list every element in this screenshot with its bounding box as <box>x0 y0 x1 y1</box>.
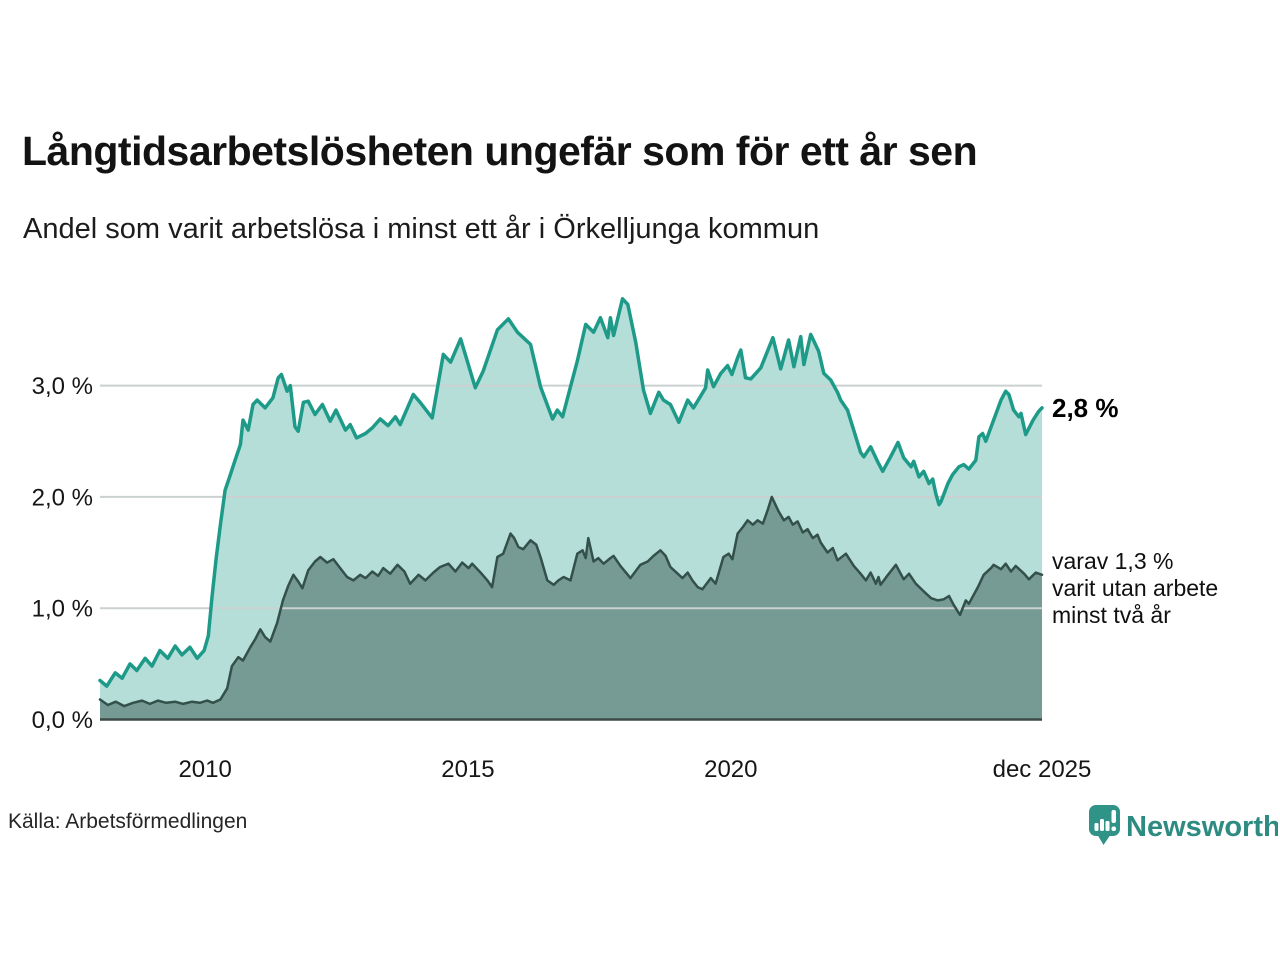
lower-series-line <box>98 495 1044 708</box>
upper-series-line <box>98 297 1044 688</box>
x-tick-label: 2010 <box>178 756 231 783</box>
series-annotation-line: varav 1,3 % <box>1052 548 1173 574</box>
source-note: Källa: Arbetsförmedlingen <box>8 810 248 833</box>
chart-subtitle: Andel som varit arbetslösa i minst ett å… <box>23 213 820 245</box>
x-tick-label: 2020 <box>704 756 757 783</box>
series-annotation-line: minst två år <box>1052 602 1171 628</box>
series-annotation-line: varit utan arbete <box>1052 575 1218 601</box>
y-tick-label: 3,0 % <box>32 373 93 400</box>
newsworthy-logo-svg: Newsworthy <box>1089 805 1280 845</box>
chart-fills <box>100 298 1042 720</box>
y-tick-label: 2,0 % <box>32 484 93 511</box>
x-tick-label: 2015 <box>441 756 494 783</box>
y-tick-label: 1,0 % <box>32 596 93 623</box>
chart-axis-labels: 0,0 % 1,0 % 2,0 % 3,0 % 2010 2015 2020 dec 2025 <box>32 373 1092 783</box>
newsworthy-logo: Newsworthy <box>1086 798 1280 855</box>
page-title: Långtidsarbetslösheten ungefär som för e… <box>22 128 978 174</box>
chart-lines <box>98 297 1044 708</box>
y-tick-label: 0,0 % <box>32 707 93 734</box>
brand-name: Newsworthy <box>1126 811 1278 843</box>
x-tick-label: dec 2025 <box>993 756 1092 783</box>
upper-series-area <box>100 298 1042 720</box>
bar-chart-bubble-icon <box>1089 805 1120 845</box>
series-end-label: 2,8 % <box>1052 393 1119 423</box>
